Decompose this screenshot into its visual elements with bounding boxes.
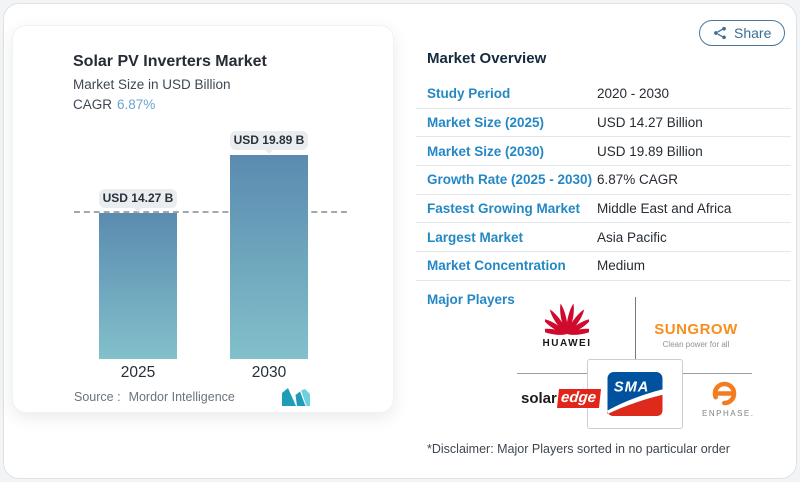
huawei-flower-icon	[545, 303, 589, 335]
row-value: 6.87% CAGR	[597, 172, 679, 188]
chart-header: Solar PV Inverters Market Market Size in…	[73, 53, 267, 112]
source-label: Source :	[74, 390, 121, 404]
share-nodes-icon	[713, 26, 727, 40]
row-value: 2020 - 2030	[597, 86, 670, 102]
huawei-wordmark: HUAWEI	[542, 338, 592, 349]
solaredge-wordmark-part1: solar	[521, 390, 557, 407]
table-row-market-concentration: Market Concentration Medium	[416, 252, 791, 281]
sungrow-wordmark: SUNGROW	[654, 321, 738, 338]
sma-logo-box: SMA	[587, 359, 683, 429]
table-row-growth-rate: Growth Rate (2025 - 2030) 6.87% CAGR	[416, 166, 791, 195]
baseline-dashed-line	[74, 210, 347, 213]
solaredge-wordmark-part2: edge	[556, 389, 601, 408]
row-label: Study Period	[427, 86, 511, 102]
row-label: Fastest Growing Market	[427, 201, 581, 217]
bar-2025	[99, 212, 177, 359]
row-value: Middle East and Africa	[597, 201, 732, 217]
source-value: Mordor Intelligence	[128, 390, 235, 404]
share-button-label: Share	[734, 25, 772, 41]
row-value: USD 14.27 Billion	[597, 115, 703, 131]
cagr-value: 6.87%	[117, 97, 156, 112]
players-horizontal-divider-right	[683, 373, 752, 374]
players-disclaimer: *Disclaimer: Major Players sorted in no …	[427, 442, 730, 456]
market-overview-table: Study Period 2020 - 2030 Market Size (20…	[416, 80, 791, 281]
cagr-label: CAGR	[73, 97, 113, 112]
row-label: Market Size (2030)	[427, 143, 545, 159]
row-value: Medium	[597, 258, 646, 274]
huawei-logo: HUAWEI	[536, 302, 598, 349]
share-button[interactable]: Share	[699, 20, 786, 46]
table-row-market-size-2030: Market Size (2030) USD 19.89 Billion	[416, 137, 791, 167]
chart-title: Solar PV Inverters Market	[73, 53, 267, 70]
major-players-label: Major Players	[427, 292, 515, 307]
solaredge-logo: solar edge	[521, 389, 601, 408]
row-label: Growth Rate (2025 - 2030)	[427, 172, 593, 188]
market-chart-card: Solar PV Inverters Market Market Size in…	[12, 25, 394, 413]
players-vertical-divider	[635, 297, 636, 359]
row-label: Market Size (2025)	[427, 115, 545, 131]
bar-value-label-2030: USD 19.89 B	[230, 131, 308, 154]
players-horizontal-divider-left	[517, 373, 587, 374]
mordor-intelligence-m-icon	[282, 388, 312, 406]
source-attribution: Source : Mordor Intelligence	[74, 390, 235, 404]
market-overview-heading: Market Overview	[427, 50, 547, 67]
row-label: Largest Market	[427, 229, 524, 245]
enphase-e-icon	[712, 381, 736, 406]
bar-value-label-2025: USD 14.27 B	[99, 188, 177, 212]
row-label: Market Concentration	[427, 258, 566, 274]
enphase-wordmark: ENPHASE.	[702, 409, 755, 418]
x-axis-label-2030: 2030	[251, 364, 287, 381]
sma-logo-icon: SMA	[607, 372, 663, 416]
chart-cagr: CAGR 6.87%	[73, 97, 267, 112]
sungrow-tagline: Clean power for all	[662, 340, 730, 349]
row-value: Asia Pacific	[597, 229, 667, 245]
svg-text:SMA: SMA	[614, 379, 649, 395]
sungrow-logo: SUNGROW Clean power for all	[649, 321, 743, 349]
bar-2030	[230, 155, 308, 359]
table-row-market-size-2025: Market Size (2025) USD 14.27 Billion	[416, 109, 791, 138]
enphase-logo: ENPHASE.	[702, 380, 755, 418]
x-axis-label-2025: 2025	[120, 364, 156, 381]
table-row-study-period: Study Period 2020 - 2030	[416, 80, 791, 109]
table-row-fastest-growing-market: Fastest Growing Market Middle East and A…	[416, 195, 791, 224]
table-row-largest-market: Largest Market Asia Pacific	[416, 223, 791, 253]
row-value: USD 19.89 Billion	[597, 143, 703, 159]
chart-subtitle: Market Size in USD Billion	[73, 77, 231, 92]
